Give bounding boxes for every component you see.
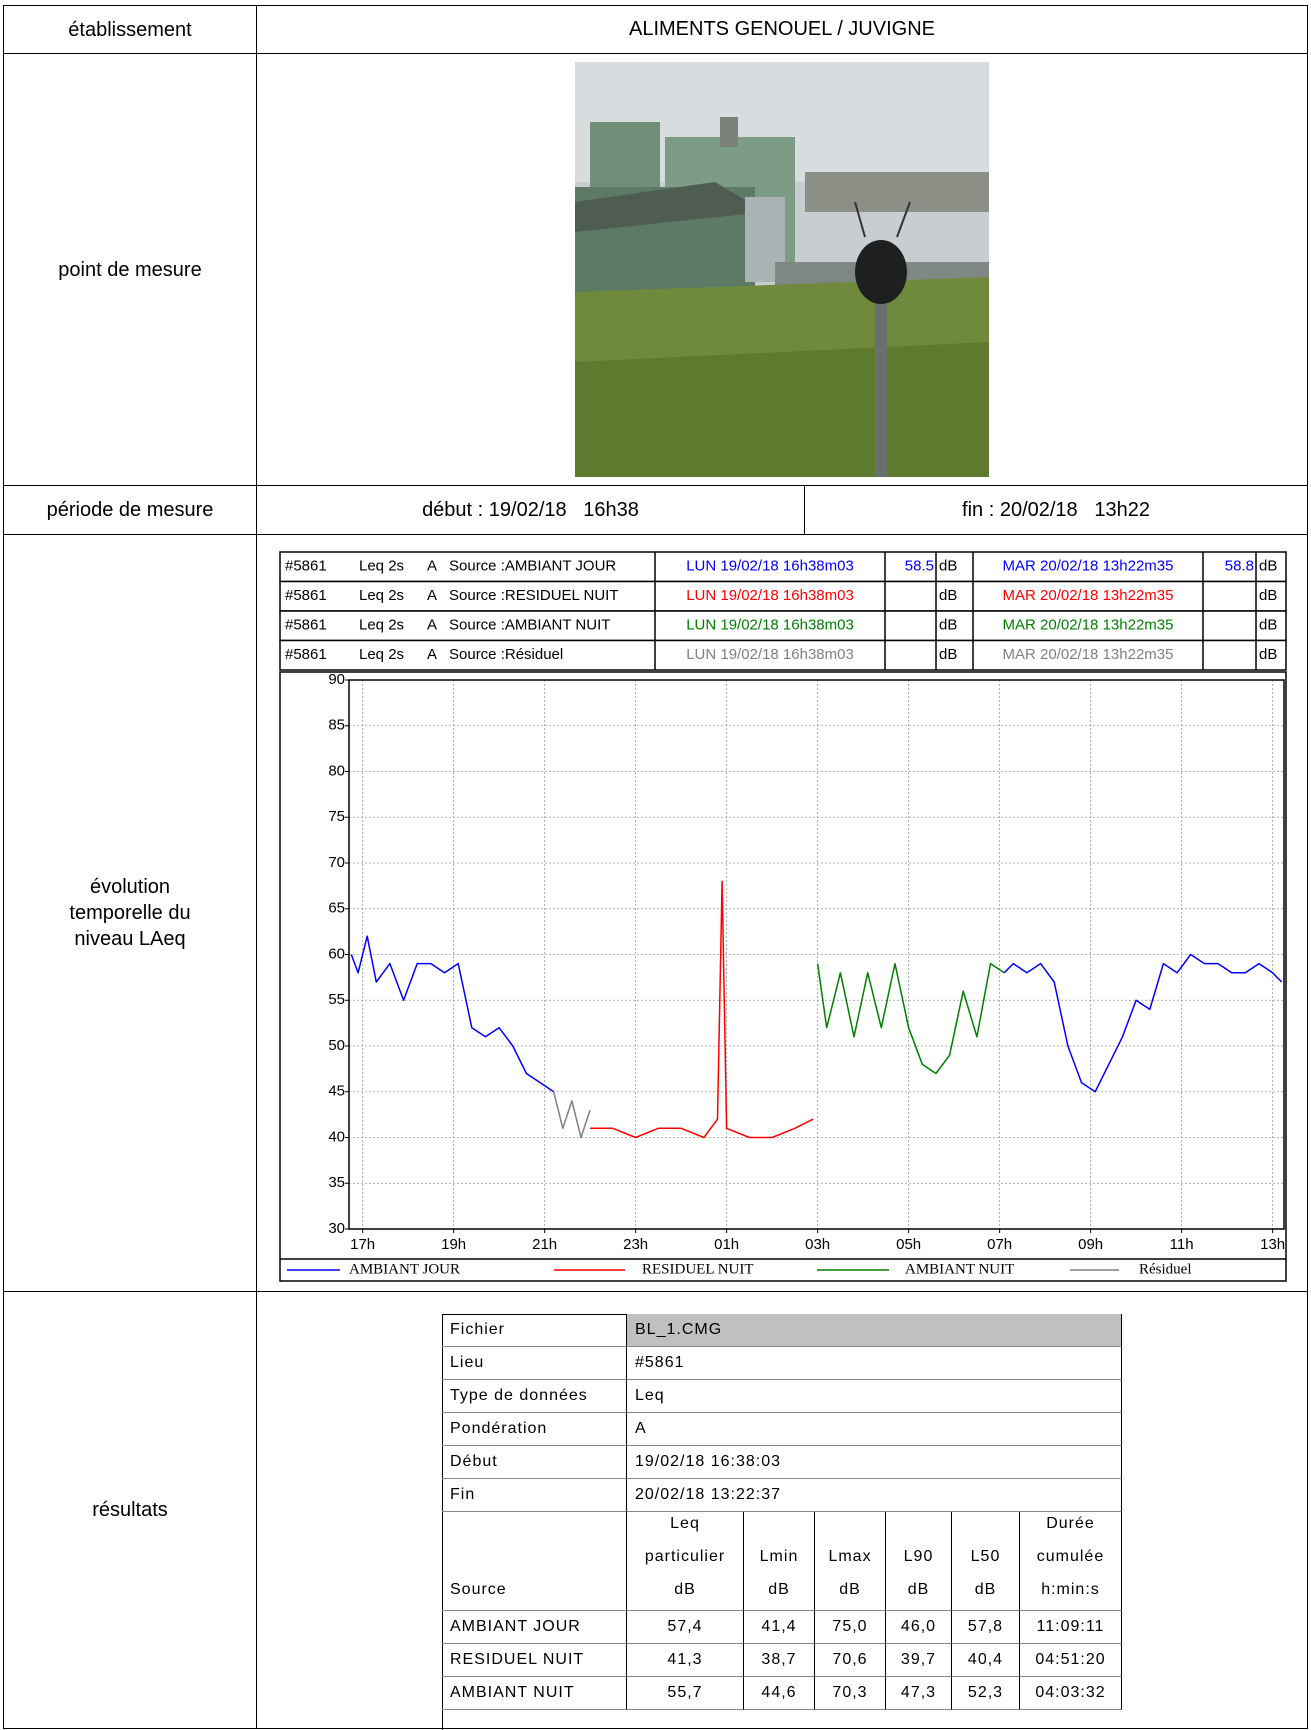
start-date: LUN 19/02/18 16h38m03 [686, 646, 854, 663]
device: #5861 [285, 587, 327, 604]
x-tick-label: 23h [623, 1236, 648, 1253]
unit: dB [939, 646, 957, 663]
unit: dB [1259, 617, 1277, 634]
y-tick-label: 85 [328, 717, 345, 734]
measure: Leq 2s [359, 646, 404, 663]
report-page: établissement ALIMENTS GENOUEL / JUVIGNE… [0, 0, 1311, 1730]
weighting: A [427, 617, 437, 634]
start-date: LUN 19/02/18 16h38m03 [686, 617, 854, 634]
x-tick-label: 09h [1078, 1236, 1103, 1253]
x-tick-label: 19h [441, 1236, 466, 1253]
y-tick-label: 50 [328, 1037, 345, 1054]
y-tick-label: 45 [328, 1083, 345, 1100]
y-tick-label: 40 [328, 1128, 345, 1145]
start-value: 58.5 [905, 558, 934, 575]
y-tick-label: 75 [328, 808, 345, 825]
x-tick-label: 21h [532, 1236, 557, 1253]
measure: Leq 2s [359, 617, 404, 634]
weighting: A [427, 646, 437, 663]
start-date: LUN 19/02/18 16h38m03 [686, 587, 854, 604]
measure: Leq 2s [359, 587, 404, 604]
y-tick-label: 90 [328, 671, 345, 688]
y-tick-label: 55 [328, 991, 345, 1008]
end-date: MAR 20/02/18 13h22m35 [1003, 587, 1174, 604]
unit: dB [939, 558, 957, 575]
end-value: 58.8 [1225, 558, 1254, 575]
series-line [351, 936, 1281, 1092]
chart: #5861 Leq 2s A Source :AMBIANT JOUR LUN 19/0… [0, 0, 1311, 1730]
y-tick-label: 80 [328, 762, 345, 779]
end-date: MAR 20/02/18 13h22m35 [1003, 558, 1174, 575]
plot-frame [280, 672, 1286, 1281]
x-tick-label: 13h [1260, 1236, 1285, 1253]
device: #5861 [285, 617, 327, 634]
start-date: LUN 19/02/18 16h38m03 [686, 558, 854, 575]
x-tick-label: 11h [1170, 1236, 1194, 1253]
x-tick-label: 05h [896, 1236, 921, 1253]
legend-label: RESIDUEL NUIT [642, 1261, 754, 1277]
measure: Leq 2s [359, 558, 404, 575]
x-tick-label: 07h [987, 1236, 1012, 1253]
source: Source :RESIDUEL NUIT [449, 587, 619, 604]
y-tick-label: 35 [328, 1174, 345, 1191]
unit: dB [939, 587, 957, 604]
series-line [818, 964, 1005, 1074]
y-tick-label: 60 [328, 945, 345, 962]
source: Source :AMBIANT JOUR [449, 558, 616, 575]
x-tick-label: 01h [714, 1236, 739, 1253]
y-tick-label: 65 [328, 900, 345, 917]
weighting: A [427, 587, 437, 604]
series-line [590, 881, 813, 1137]
unit: dB [1259, 558, 1277, 575]
legend-label: AMBIANT JOUR [349, 1261, 460, 1277]
source: Source :Résiduel [449, 646, 563, 663]
legend-label: Résiduel [1139, 1261, 1192, 1277]
device: #5861 [285, 558, 327, 575]
y-tick-label: 30 [328, 1220, 345, 1237]
unit: dB [1259, 587, 1277, 604]
weighting: A [427, 558, 437, 575]
unit: dB [1259, 646, 1277, 663]
unit: dB [939, 617, 957, 634]
x-tick-label: 17h [350, 1236, 375, 1253]
end-date: MAR 20/02/18 13h22m35 [1003, 646, 1174, 663]
end-date: MAR 20/02/18 13h22m35 [1003, 617, 1174, 634]
device: #5861 [285, 646, 327, 663]
series-line [554, 1092, 590, 1138]
source: Source :AMBIANT NUIT [449, 617, 610, 634]
x-tick-label: 03h [805, 1236, 830, 1253]
legend-label: AMBIANT NUIT [905, 1261, 1014, 1277]
y-tick-label: 70 [328, 854, 345, 871]
